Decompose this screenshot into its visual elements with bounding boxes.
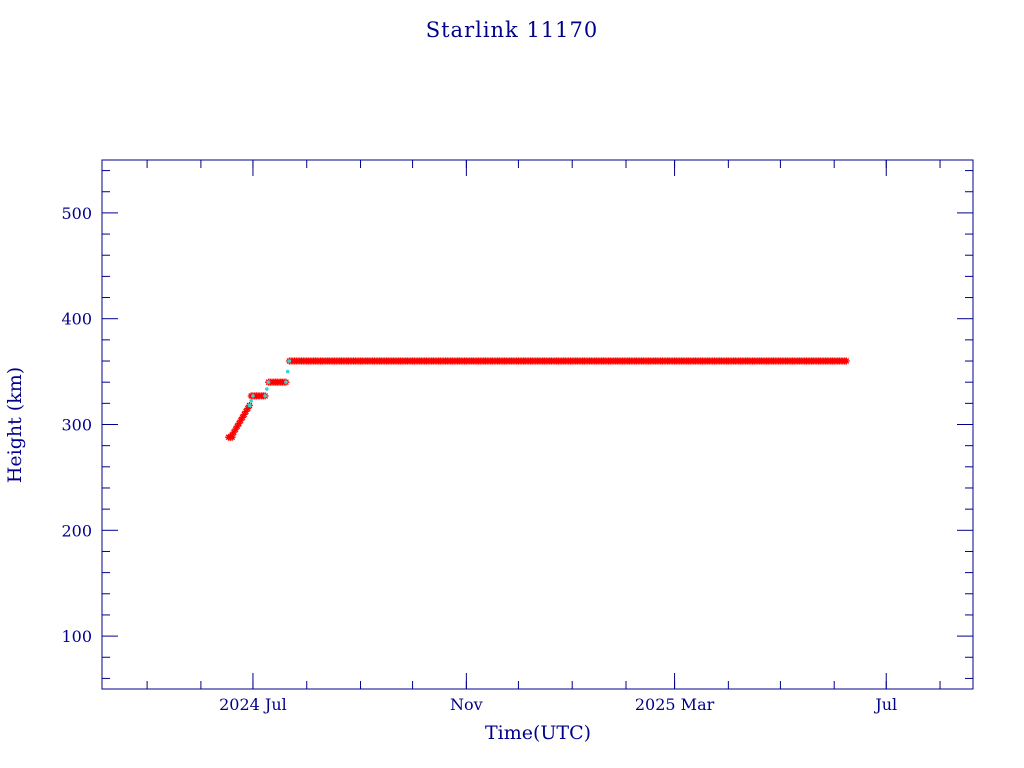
- data-point-transfer: [247, 403, 252, 408]
- x-tick-label: 2024 Jul: [219, 695, 287, 714]
- data-point: [842, 357, 850, 365]
- data-point: [244, 404, 252, 412]
- data-points: [225, 357, 850, 441]
- data-point: [240, 410, 248, 418]
- data-point-transfer: [284, 380, 288, 384]
- data-point: [228, 431, 236, 439]
- y-tick-label: 100: [61, 627, 92, 646]
- data-point-transfer: [285, 369, 290, 374]
- data-point-transfer: [263, 394, 267, 398]
- data-point-transfer: [249, 398, 254, 403]
- data-point: [237, 416, 245, 424]
- data-point-transfer: [251, 394, 255, 398]
- data-point: [230, 428, 238, 436]
- y-tick-label: 300: [61, 416, 92, 435]
- y-tick-label: 200: [61, 521, 92, 540]
- x-tick-label: Jul: [873, 695, 897, 714]
- data-point-transfer: [287, 359, 292, 363]
- axis-ticks: 100 200 300 400 500 2024 Jul Nov 2025 Mar Jul: [61, 160, 973, 714]
- data-point: [242, 407, 250, 415]
- data-point: [233, 422, 241, 430]
- data-point-transfer: [266, 380, 271, 384]
- y-tick-label: 400: [61, 310, 92, 329]
- y-tick-label: 500: [61, 204, 92, 223]
- x-tick-label: Nov: [450, 695, 483, 714]
- x-axis-label: Time(UTC): [485, 722, 591, 744]
- x-tick-label: 2025 Mar: [635, 695, 715, 714]
- data-point: [232, 425, 240, 433]
- data-point: [239, 413, 247, 421]
- data-point: [235, 419, 243, 427]
- data-point-transfer: [265, 387, 269, 391]
- chart-title: Starlink 11170: [426, 18, 599, 42]
- y-axis-label: Height (km): [4, 367, 26, 483]
- plot-frame: [101, 159, 974, 690]
